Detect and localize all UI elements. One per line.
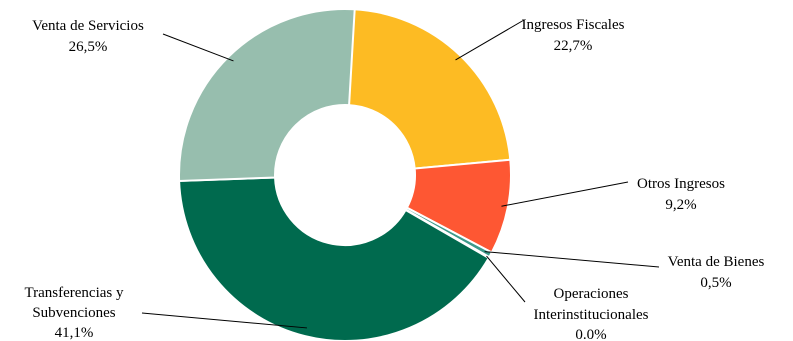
- leader-line-venta-de-bienes: [484, 251, 660, 268]
- value-transferencias-y-subvenciones: 41,1%: [55, 325, 94, 341]
- label-ingresos-fiscales: Ingresos Fiscales: [522, 17, 625, 33]
- value-venta-de-servicios: 26,5%: [69, 39, 108, 55]
- slices-group: [178, 8, 512, 341]
- leader-line-otros-ingresos: [501, 181, 629, 207]
- slice-venta-de-servicios: [178, 8, 356, 182]
- value-operaciones-interinstitucionales: 0.0%: [575, 327, 606, 341]
- label-venta-de-bienes: Venta de Bienes: [668, 254, 765, 270]
- label-transferencias-line2: Subvenciones: [32, 305, 115, 321]
- leader-line-operaciones-interinstitucionales: [486, 255, 526, 303]
- leader-lines-group: [141, 19, 660, 329]
- slice-ingresos-fiscales: [347, 8, 512, 170]
- value-venta-de-bienes: 0,5%: [700, 275, 731, 291]
- label-venta-de-servicios: Venta de Servicios: [32, 18, 144, 34]
- leader-line-venta-de-servicios: [162, 33, 234, 62]
- label-operaciones-line1: Operaciones: [554, 286, 629, 302]
- leader-line-transferencias-y-subvenciones: [141, 312, 307, 329]
- value-otros-ingresos: 9,2%: [665, 197, 696, 213]
- label-operaciones-line2: Interinstitucionales: [534, 307, 649, 323]
- value-ingresos-fiscales: 22,7%: [554, 38, 593, 54]
- slice-transferencias-y-subvenciones: [178, 176, 491, 341]
- leader-line-ingresos-fiscales: [455, 19, 525, 61]
- label-otros-ingresos: Otros Ingresos: [637, 176, 725, 192]
- label-transferencias-line1: Transferencias y: [24, 285, 124, 301]
